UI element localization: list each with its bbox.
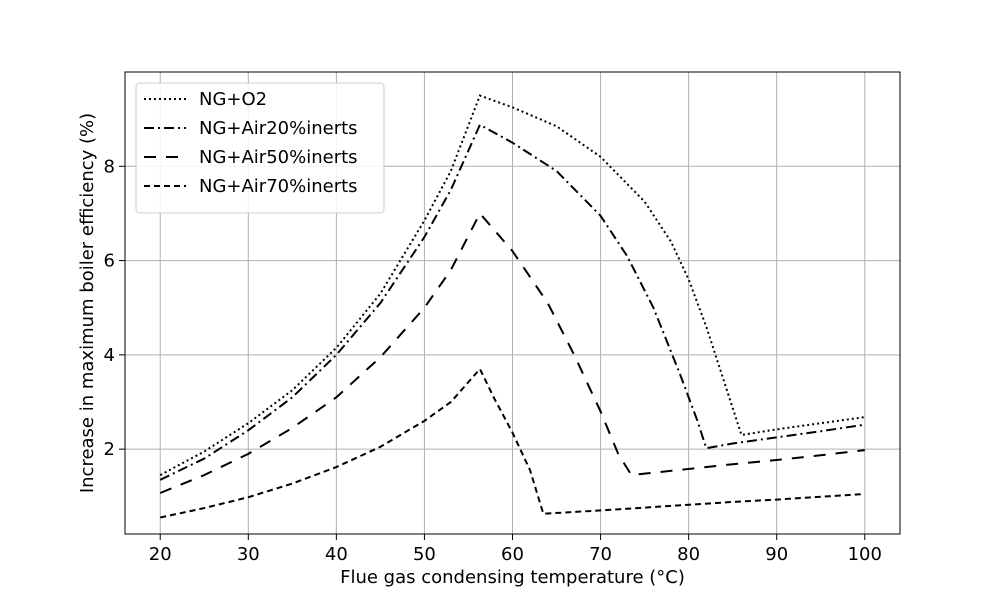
x-tick-label: 30 (237, 544, 260, 565)
x-tick-label: 90 (765, 544, 788, 565)
x-axis-label: Flue gas condensing temperature (°C) (340, 567, 685, 588)
x-tick-label: 50 (413, 544, 436, 565)
x-tick-label: 40 (325, 544, 348, 565)
y-tick-label: 4 (104, 345, 115, 366)
series-layer (159, 94, 865, 519)
y-axis-label: Increase in maximum boiler efficiency (%… (77, 113, 98, 493)
legend: NG+O2 NG+Air20%inerts NG+Air50%inerts NG+Ai… (135, 82, 385, 214)
y-tick-label: 8 (104, 156, 115, 177)
legend-box (135, 82, 385, 214)
series-line (160, 367, 865, 519)
legend-entry-label: NG+O2 (199, 89, 267, 110)
x-tick-label: 20 (149, 544, 172, 565)
x-tick-label: 80 (677, 544, 700, 565)
x-tick-label: 60 (501, 544, 524, 565)
legend-entry-label: NG+Air70%inerts (199, 176, 358, 197)
series-line (159, 211, 865, 494)
ticks: 20 30 40 50 60 70 80 90 100 2 4 6 8 (104, 156, 882, 565)
x-tick-label: 100 (848, 544, 882, 565)
x-tick-label: 70 (589, 544, 612, 565)
y-tick-label: 6 (104, 251, 115, 272)
y-tick-label: 2 (104, 439, 115, 460)
legend-entry-label: NG+Air50%inerts (199, 147, 358, 168)
legend-entry-label: NG+Air20%inerts (199, 118, 358, 139)
